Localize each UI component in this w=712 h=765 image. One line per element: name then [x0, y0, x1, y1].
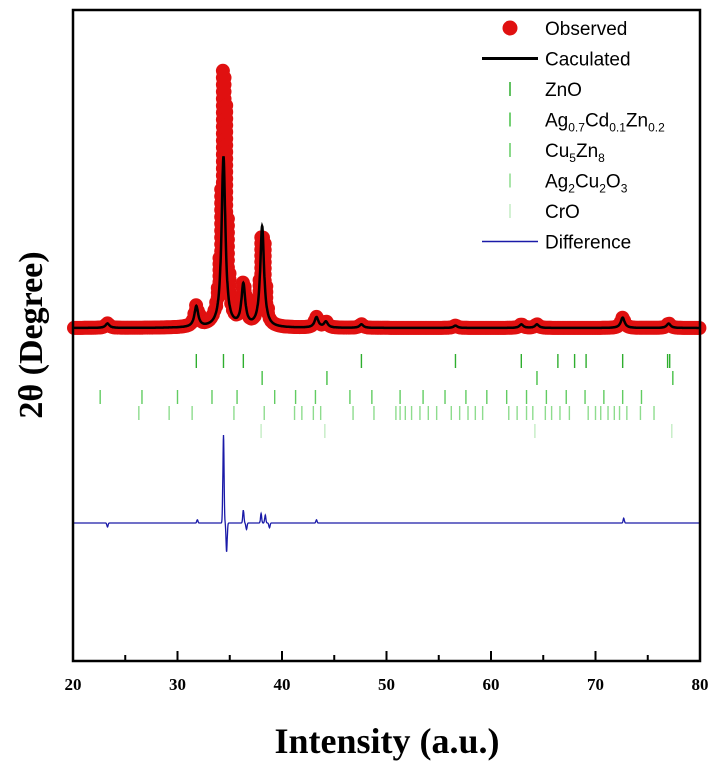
observed-series — [67, 63, 707, 335]
x-tick-label: 60 — [483, 675, 500, 694]
legend-item-agcuo: Ag2Cu2O3 — [509, 172, 628, 196]
legend-label: CrO — [545, 202, 580, 223]
legend-item-cro: CrO — [509, 202, 580, 223]
legend-item-cuzn: Cu5Zn8 — [509, 141, 605, 165]
legend-item-calculated: Caculated — [482, 50, 631, 71]
y-axis-title: 2θ (Degree) — [13, 251, 50, 418]
legend-label: Observed — [545, 19, 627, 40]
legend-label: Caculated — [545, 50, 631, 71]
plot-frame — [71, 8, 702, 663]
bragg-ticks-1 — [195, 354, 671, 368]
x-tick-label: 50 — [378, 675, 395, 694]
difference-line — [73, 434, 700, 552]
bragg-ticks-3 — [99, 390, 643, 404]
legend-label: Cu5Zn8 — [545, 141, 605, 165]
legend-marker — [502, 20, 518, 36]
x-axis-ticks: 20 30 40 50 60 70 80 — [65, 651, 709, 694]
legend: Observed Caculated ZnO Ag0.7Cd0.1Zn0.2 Cu5Zn… — [482, 19, 665, 254]
legend-label: Ag0.7Cd0.1Zn0.2 — [545, 111, 665, 135]
legend-label: ZnO — [545, 80, 582, 101]
x-tick-label: 70 — [587, 675, 604, 694]
x-tick-label: 40 — [274, 675, 291, 694]
bragg-ticks-5 — [260, 424, 673, 438]
legend-item-agcdzn: Ag0.7Cd0.1Zn0.2 — [509, 111, 665, 135]
legend-item-zno: ZnO — [509, 80, 582, 101]
x-tick-label: 20 — [65, 675, 82, 694]
calculated-line — [73, 156, 700, 330]
x-tick-label: 80 — [692, 675, 709, 694]
legend-label: Difference — [545, 233, 631, 254]
x-axis-title: Intensity (a.u.) — [274, 721, 499, 761]
bragg-ticks-4 — [138, 406, 655, 420]
legend-item-difference: Difference — [482, 233, 631, 254]
legend-label: Ag2Cu2O3 — [545, 172, 628, 196]
bragg-ticks-2 — [261, 371, 674, 385]
plot-area — [67, 63, 707, 552]
x-tick-label: 30 — [169, 675, 186, 694]
legend-item-observed: Observed — [502, 19, 627, 40]
